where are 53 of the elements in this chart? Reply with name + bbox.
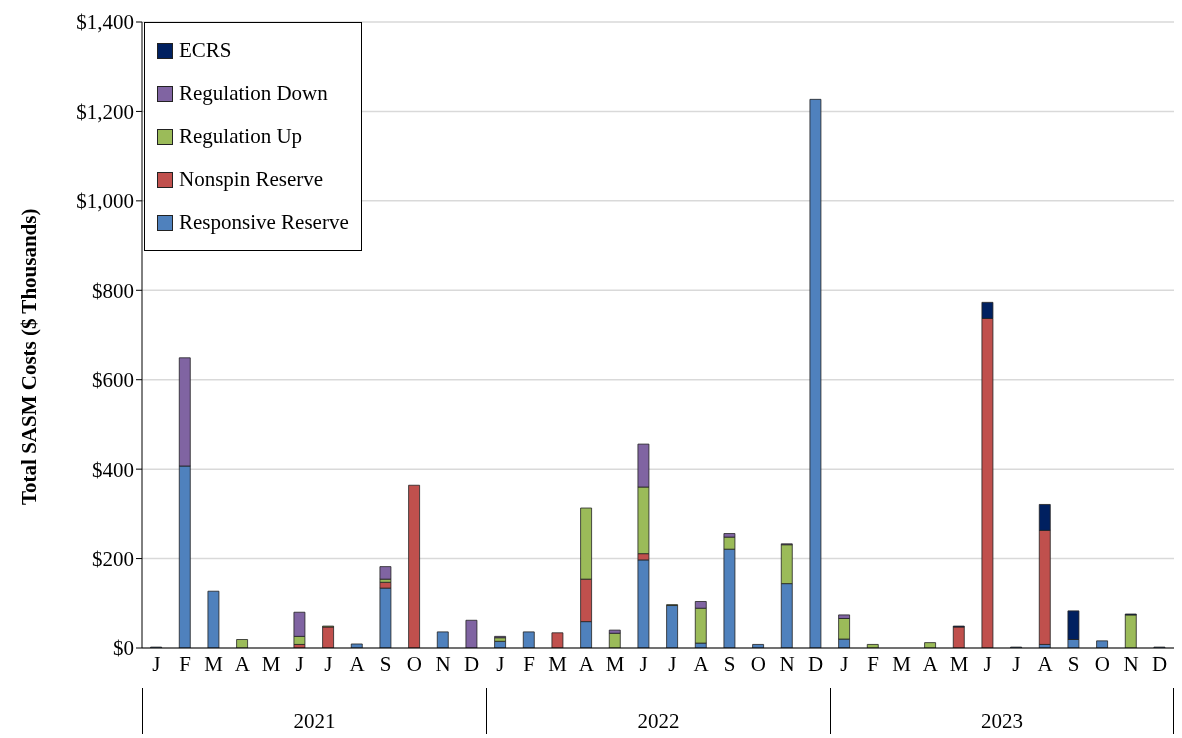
x-tick-label: A	[922, 651, 939, 676]
y-tick-label: $800	[92, 278, 134, 303]
x-tick-label: J	[840, 651, 849, 676]
y-tick-label: $400	[92, 457, 134, 482]
x-tick-label: S	[1067, 651, 1080, 676]
x-tick-label: J	[324, 651, 333, 676]
x-tick-label: S	[723, 651, 736, 676]
x-tick-label: J	[496, 651, 505, 676]
x-tick-label: M	[605, 651, 625, 676]
x-tick-label: F	[179, 651, 191, 676]
x-tick-label: M	[548, 651, 568, 676]
x-tick-label: D	[808, 651, 824, 676]
x-tick-label: M	[204, 651, 224, 676]
y-tick-label: $1,400	[76, 10, 134, 35]
x-tick-label: N	[779, 651, 795, 676]
x-tick-label: A	[578, 651, 595, 676]
x-tick-label: J	[983, 651, 992, 676]
x-tick-label: D	[464, 651, 480, 676]
text: 2023	[981, 709, 1023, 734]
legend-label: Regulation Down	[179, 80, 328, 107]
y-tick-label: $1,000	[76, 189, 134, 214]
x-tick-label: O	[406, 651, 422, 676]
x-tick-label: A	[693, 651, 710, 676]
y-axis-title: Total SASM Costs ($ Thousands)	[17, 208, 42, 505]
x-tick-label: J	[668, 651, 677, 676]
x-tick-label: A	[234, 651, 251, 676]
x-tick-label: S	[379, 651, 392, 676]
y-tick-label: $1,200	[76, 99, 134, 124]
x-tick-label: J	[1012, 651, 1021, 676]
x-tick-label: J	[295, 651, 304, 676]
x-tick-label: F	[867, 651, 879, 676]
text: 2021	[293, 709, 336, 734]
y-tick-label: $600	[92, 368, 134, 393]
legend-label: Responsive Reserve	[179, 209, 349, 236]
text: 2022	[637, 709, 680, 734]
legend-label: ECRS	[179, 37, 232, 64]
x-tick-label: J	[639, 651, 648, 676]
x-tick-label: F	[523, 651, 535, 676]
x-tick-label: O	[1094, 651, 1110, 676]
x-tick-label: N	[1123, 651, 1139, 676]
x-tick-label: A	[1037, 651, 1054, 676]
x-tick-label: J	[152, 651, 161, 676]
legend-label: Regulation Up	[179, 123, 303, 150]
legend-label: Nonspin Reserve	[179, 166, 324, 193]
y-tick-label: $200	[92, 547, 134, 572]
x-tick-label: M	[949, 651, 969, 676]
x-tick-label: M	[892, 651, 912, 676]
x-tick-label: D	[1152, 651, 1168, 676]
x-tick-label: N	[435, 651, 451, 676]
x-tick-label: A	[349, 651, 366, 676]
x-tick-label: O	[750, 651, 766, 676]
y-tick-label: $0	[113, 636, 134, 661]
x-tick-label: M	[261, 651, 281, 676]
